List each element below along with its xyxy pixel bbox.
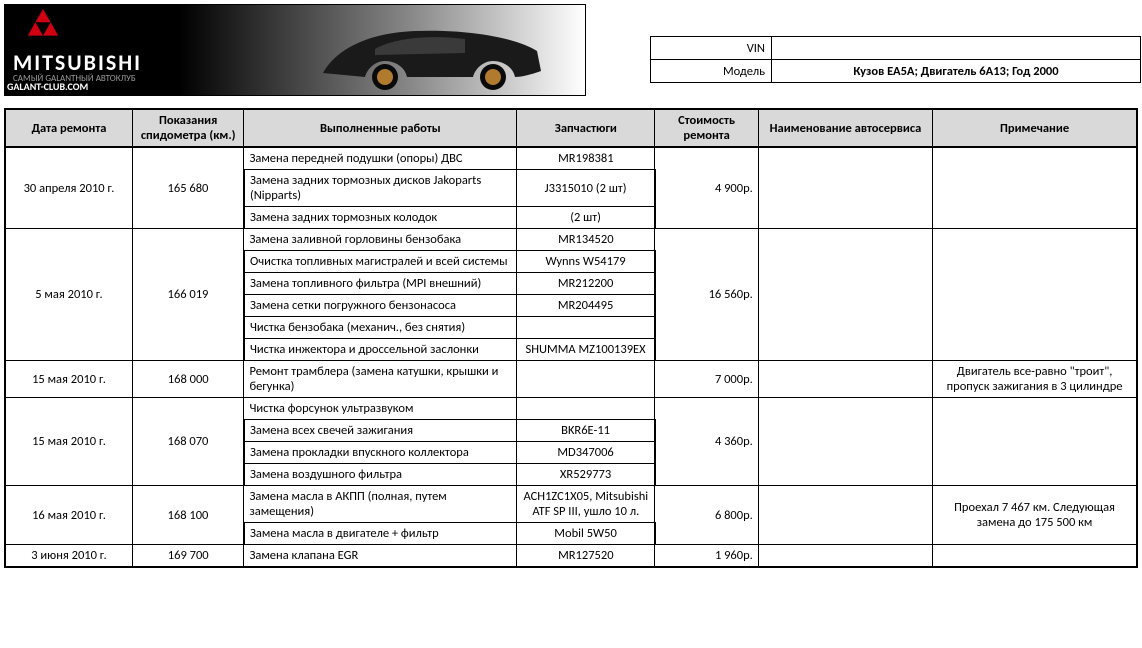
odometer-cell: 165 680	[132, 147, 243, 229]
cost-cell: 16 560р.	[655, 229, 758, 361]
service-cell	[758, 361, 932, 398]
note-cell: Проехал 7 467 км. Следующая замена до 17…	[933, 486, 1137, 545]
vin-value	[772, 37, 1141, 60]
date-cell: 16 мая 2010 г.	[5, 486, 132, 545]
service-cell	[758, 398, 932, 486]
part-cell: XR529773	[517, 464, 655, 486]
work-cell: Замена всех свечей зажигания	[244, 420, 517, 442]
work-cell: Чистка форсунок ультразвуком	[244, 398, 517, 420]
work-cell: Чистка инжектора и дроссельной заслонки	[244, 339, 517, 361]
work-cell: Замена сетки погружного бензонасоса	[244, 295, 517, 317]
table-row: 30 апреля 2010 г.165 680Замена передней …	[5, 147, 1137, 170]
part-cell: MR127520	[517, 545, 655, 568]
table-header-row: Дата ремонта Показания спидометра (км.) …	[5, 109, 1137, 147]
cost-cell: 7 000р.	[655, 361, 758, 398]
date-cell: 30 апреля 2010 г.	[5, 147, 132, 229]
odometer-cell: 169 700	[132, 545, 243, 568]
work-cell: Замена передней подушки (опоры) ДВС	[244, 147, 517, 170]
mitsubishi-emblem-icon	[19, 9, 67, 47]
work-cell: Чистка бензобака (механич., без снятия)	[244, 317, 517, 339]
note-cell	[933, 545, 1137, 568]
part-cell: MR212200	[517, 273, 655, 295]
service-cell	[758, 147, 932, 229]
work-cell: Замена воздушного фильтра	[244, 464, 517, 486]
work-cell: Замена топливного фильтра (MPI внешний)	[244, 273, 517, 295]
part-cell: (2 шт)	[517, 207, 655, 229]
part-cell: SHUMMA MZ100139EX	[517, 339, 655, 361]
cost-cell: 6 800р.	[655, 486, 758, 545]
work-cell: Замена задних тормозных дисков Jakoparts…	[244, 170, 517, 207]
col-serv: Наименование автосервиса	[758, 109, 932, 147]
note-cell	[933, 229, 1137, 361]
part-cell	[517, 361, 655, 398]
table-row: 15 мая 2010 г.168 000Ремонт трамблера (з…	[5, 361, 1137, 398]
table-row: 16 мая 2010 г.168 100Замена масла в АКПП…	[5, 486, 1137, 523]
work-cell: Замена задних тормозных колодок	[244, 207, 517, 229]
odometer-cell: 168 000	[132, 361, 243, 398]
date-cell: 15 мая 2010 г.	[5, 398, 132, 486]
date-cell: 3 июня 2010 г.	[5, 545, 132, 568]
part-cell: BKR6E-11	[517, 420, 655, 442]
col-odo: Показания спидометра (км.)	[132, 109, 243, 147]
part-cell: Wynns W54179	[517, 251, 655, 273]
car-silhouette-icon	[315, 11, 545, 95]
date-cell: 15 мая 2010 г.	[5, 361, 132, 398]
part-cell: MD347006	[517, 442, 655, 464]
work-cell: Замена клапана EGR	[244, 545, 517, 568]
table-body: 30 апреля 2010 г.165 680Замена передней …	[5, 147, 1137, 567]
work-cell: Очистка топливных магистралей и всей сис…	[244, 251, 517, 273]
table-row: 15 мая 2010 г.168 070Чистка форсунок уль…	[5, 398, 1137, 420]
part-cell: MR198381	[517, 147, 655, 170]
vehicle-info-table: VIN Модель Кузов EA5A; Двигатель 6А13; Г…	[650, 36, 1141, 83]
brand-text: MITSUBISHI	[13, 49, 142, 76]
service-cell	[758, 229, 932, 361]
part-cell: MR204495	[517, 295, 655, 317]
odometer-cell: 168 070	[132, 398, 243, 486]
table-row: 5 мая 2010 г.166 019Замена заливной горл…	[5, 229, 1137, 251]
part-cell: ACH1ZC1X05, Mitsubishi ATF SP III, ушло …	[517, 486, 655, 523]
cost-cell: 4 900р.	[655, 147, 758, 229]
odometer-cell: 166 019	[132, 229, 243, 361]
col-cost: Стоимость ремонта	[655, 109, 758, 147]
vin-label: VIN	[651, 37, 772, 60]
work-cell: Ремонт трамблера (замена катушки, крышки…	[244, 361, 517, 398]
note-cell: Двигатель все-равно "троит", пропуск заж…	[933, 361, 1137, 398]
work-cell: Замена масла в двигателе + фильтр	[244, 523, 517, 545]
date-cell: 5 мая 2010 г.	[5, 229, 132, 361]
header-banner: MITSUBISHI САМЫЙ GALANТНЫЙ АВТОКЛУБ GALA…	[4, 4, 586, 96]
service-cell	[758, 545, 932, 568]
work-cell: Замена заливной горловины бензобака	[244, 229, 517, 251]
col-part: Запчастюги	[517, 109, 655, 147]
table-row: 3 июня 2010 г.169 700Замена клапана EGRM…	[5, 545, 1137, 568]
note-cell	[933, 398, 1137, 486]
cost-cell: 4 360р.	[655, 398, 758, 486]
part-cell: Mobil 5W50	[517, 523, 655, 545]
col-date: Дата ремонта	[5, 109, 132, 147]
col-work: Выполненные работы	[244, 109, 517, 147]
part-cell	[517, 398, 655, 420]
work-cell: Замена прокладки впускного коллектора	[244, 442, 517, 464]
part-cell: J3315010 (2 шт)	[517, 170, 655, 207]
part-cell	[517, 317, 655, 339]
work-cell: Замена масла в АКПП (полная, путем замещ…	[244, 486, 517, 523]
model-value: Кузов EA5A; Двигатель 6А13; Год 2000	[772, 60, 1141, 83]
model-label: Модель	[651, 60, 772, 83]
odometer-cell: 168 100	[132, 486, 243, 545]
col-note: Примечание	[933, 109, 1137, 147]
cost-cell: 1 960р.	[655, 545, 758, 568]
brand-url: GALANT-CLUB.COM	[7, 80, 88, 93]
service-cell	[758, 486, 932, 545]
service-history-table: Дата ремонта Показания спидометра (км.) …	[4, 108, 1138, 568]
note-cell	[933, 147, 1137, 229]
part-cell: MR134520	[517, 229, 655, 251]
